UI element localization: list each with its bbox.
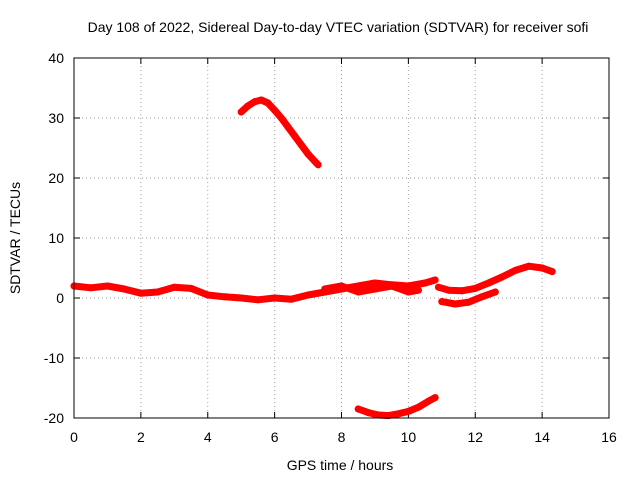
data-point	[103, 282, 111, 290]
data-point	[431, 394, 439, 402]
y-tick-label: 0	[56, 290, 64, 306]
x-tick-label: 0	[70, 429, 78, 445]
data-point	[251, 98, 259, 106]
data-point	[254, 296, 262, 304]
data-point	[244, 102, 252, 110]
data-point	[478, 293, 486, 301]
x-tick-label: 6	[271, 429, 279, 445]
x-axis-label: GPS time / hours	[287, 457, 394, 473]
data-point	[431, 276, 439, 284]
y-tick-label: 10	[48, 230, 64, 246]
x-tick-label: 4	[204, 429, 212, 445]
x-tick-label: 16	[601, 429, 617, 445]
y-tick-label: 30	[48, 110, 64, 126]
y-tick-label: 40	[48, 50, 64, 66]
data-point	[257, 96, 265, 104]
data-point	[287, 295, 295, 303]
x-tick-label: 2	[137, 429, 145, 445]
data-point	[445, 286, 452, 294]
data-point	[354, 405, 362, 413]
y-tick-label: -20	[44, 410, 64, 426]
data-point	[538, 264, 546, 272]
data-point	[388, 282, 396, 290]
data-point	[548, 268, 556, 276]
data-point	[371, 285, 379, 293]
data-point	[404, 288, 412, 296]
data-point	[277, 114, 285, 122]
x-tick-label: 10	[401, 429, 417, 445]
data-point	[421, 279, 429, 287]
data-point	[465, 298, 473, 306]
data-point	[404, 407, 412, 415]
data-point	[338, 282, 345, 290]
data-point	[137, 289, 145, 297]
data-point	[525, 262, 533, 270]
y-tick-label: -10	[44, 350, 64, 366]
data-point	[498, 273, 506, 281]
data-point	[491, 288, 499, 296]
x-tick-label: 8	[338, 429, 346, 445]
data-point	[414, 286, 422, 294]
data-point	[314, 161, 322, 169]
x-tick-label: 12	[467, 429, 483, 445]
chart-title: Day 108 of 2022, Sidereal Day-to-day VTE…	[88, 19, 589, 35]
data-point	[354, 288, 362, 296]
data-point	[237, 108, 245, 116]
data-point	[204, 291, 212, 299]
data-point	[187, 284, 195, 292]
grid-lines	[73, 57, 610, 419]
data-series	[70, 96, 556, 420]
data-point	[237, 294, 245, 302]
data-point	[271, 294, 279, 302]
data-point	[471, 284, 479, 292]
data-point	[458, 287, 466, 295]
data-point	[424, 397, 432, 405]
data-point	[451, 300, 459, 308]
data-point	[264, 99, 272, 107]
data-point	[511, 266, 519, 274]
data-point	[304, 291, 312, 299]
data-point	[321, 285, 329, 293]
y-axis-label: SDTVAR / TECUs	[7, 182, 23, 294]
y-tick-label: 20	[48, 170, 64, 186]
data-point	[374, 411, 382, 419]
data-point	[154, 288, 162, 296]
data-point	[291, 132, 299, 140]
data-point	[394, 410, 402, 418]
data-point	[414, 403, 422, 411]
data-point	[364, 409, 372, 417]
data-point	[220, 293, 228, 301]
plot-frame	[73, 57, 610, 419]
data-point	[271, 106, 279, 114]
data-point	[170, 283, 178, 291]
data-point	[384, 412, 392, 420]
data-point	[438, 298, 446, 306]
data-point	[120, 285, 128, 293]
data-point	[371, 279, 379, 287]
axis-ticks: 0 2 4 6 8 10 12 14 16 -20 -10 0 10 20 30 40	[44, 50, 617, 445]
data-point	[434, 283, 442, 291]
data-point	[284, 123, 292, 131]
data-point	[304, 150, 312, 158]
series-arc-3	[434, 262, 556, 295]
data-point	[485, 279, 493, 287]
x-tick-label: 14	[534, 429, 550, 445]
data-point	[87, 284, 95, 292]
data-point	[297, 141, 305, 149]
